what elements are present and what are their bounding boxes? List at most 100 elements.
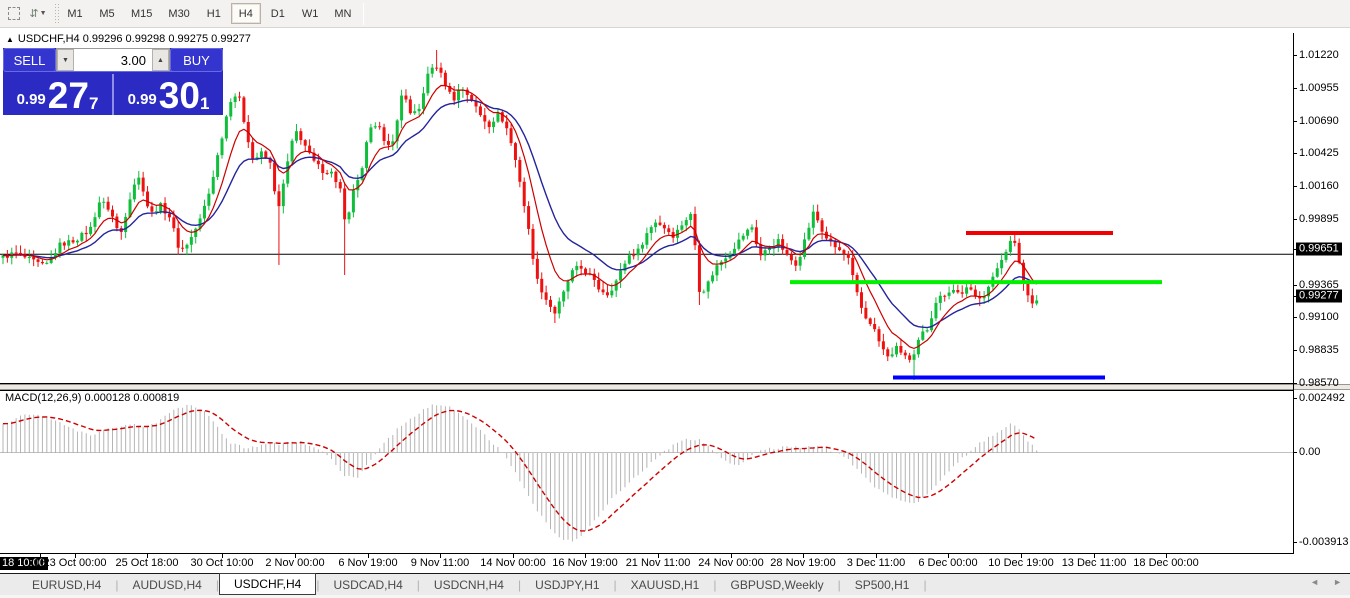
time-axis-label: 6 Dec 00:00	[918, 557, 978, 569]
price-axis-label: 0.99100	[1299, 311, 1339, 323]
timeframe-button-m30[interactable]: M30	[168, 7, 190, 20]
chart-tab-xauusd[interactable]: XAUUSD,H1	[630, 577, 700, 592]
time-axis-label: 23 Oct 00:00	[43, 557, 107, 569]
chart-tab-usdcad[interactable]: USDCAD,H4	[333, 577, 403, 592]
price-axis-tick	[1293, 350, 1297, 351]
buy-price-box[interactable]: 0.99 30 1	[127, 75, 210, 116]
time-axis-label: 21 Nov 11:00	[625, 557, 691, 569]
price-axis-label: 0.99895	[1299, 213, 1339, 225]
time-axis-label: 18	[33, 557, 47, 569]
timeframe-button-m15[interactable]: M15	[131, 7, 153, 20]
time-axis-label: 25 Oct 18:00	[115, 557, 179, 569]
chart-tab-usdchf[interactable]: USDCHF,H4	[218, 573, 317, 595]
main-price-chart[interactable]	[0, 33, 1293, 384]
price-axis-label-highlighted: 0.99651	[1296, 242, 1342, 256]
time-axis-label: 28 Nov 19:00	[770, 557, 836, 569]
time-axis-tick	[147, 554, 148, 558]
collapse-arrow-icon[interactable]: ▲	[6, 35, 14, 44]
time-axis[interactable]: 18 10:00 18 23 Oct 00:00 25 Oct 18:00 30 Oct…	[0, 554, 1350, 573]
updown-arrows-icon[interactable]: ⇵ ▼	[29, 8, 47, 20]
tab-separator: |	[613, 577, 617, 592]
tab-separator: |	[517, 577, 522, 592]
tab-separator: |	[416, 577, 420, 592]
time-axis-tick	[222, 554, 223, 558]
tab-separator: |	[923, 577, 927, 592]
macd-axis-tick	[1293, 398, 1297, 399]
trade-panel-divider	[9, 71, 217, 72]
price-axis-tick	[1293, 383, 1297, 384]
price-axis-label: 1.00690	[1299, 115, 1339, 127]
chart-window: ▲ USDCHF,H4 0.99296 0.99298 0.99275 0.992…	[0, 28, 1350, 573]
timeframe-button-mn[interactable]: MN	[334, 7, 352, 20]
volume-decrease-icon[interactable]: ▼	[57, 49, 74, 71]
toolbar-separator	[363, 2, 365, 25]
tab-scroll-right-icon[interactable]: ►	[1333, 577, 1342, 587]
chart-tab-sp500[interactable]: SP500,H1	[854, 577, 910, 592]
price-axis-label-highlighted: 0.99277	[1296, 289, 1342, 303]
time-axis-tick	[948, 554, 949, 558]
macd-axis-tick	[1293, 542, 1297, 543]
toolbar: ⇵ ▼ M1 M5 M15 M30 H1 H4 D1 W1 MN	[0, 0, 1350, 28]
timeframe-button-w1[interactable]: W1	[301, 7, 319, 20]
timeframe-button-h4[interactable]: H4	[230, 3, 261, 24]
time-axis-label: 14 Nov 00:00	[480, 557, 546, 569]
price-axis-label: 0.98570	[1299, 377, 1339, 389]
timeframe-button-m1[interactable]: M1	[67, 7, 83, 20]
time-axis-label: 30 Oct 10:00	[190, 557, 254, 569]
macd-pane-border-top	[0, 390, 1293, 391]
quote-separator	[112, 74, 114, 115]
time-axis-tick	[585, 554, 586, 558]
dropdown-caret-icon: ▼	[39, 10, 47, 17]
price-axis-label: 1.00160	[1299, 180, 1339, 192]
chart-tab-eurusd[interactable]: EURUSD,H4	[32, 577, 102, 592]
time-axis-tick	[513, 554, 514, 558]
timeframe-button-m5[interactable]: M5	[99, 7, 115, 20]
macd-axis-label: -0.003913	[1299, 536, 1349, 548]
time-axis-tick	[368, 554, 369, 558]
timeframe-button-h1[interactable]: H1	[206, 7, 221, 20]
tab-separator: |	[713, 577, 717, 592]
sell-button[interactable]: SELL	[3, 48, 56, 72]
chart-tab-gbpusd[interactable]: GBPUSD,Weekly	[730, 577, 824, 592]
time-axis-tick	[1021, 554, 1022, 558]
volume-value[interactable]: 3.00	[120, 52, 146, 68]
time-axis-label: 18 Dec 00:00	[1133, 557, 1199, 569]
price-axis-label: 1.01220	[1299, 49, 1339, 61]
volume-increase-icon[interactable]: ▲	[152, 49, 169, 71]
price-axis-tick	[1293, 285, 1297, 286]
buy-button[interactable]: BUY	[170, 48, 223, 72]
price-axis-border	[1293, 33, 1294, 573]
chart-tab-audusd[interactable]: AUDUSD,H4	[132, 577, 202, 592]
sell-price-box[interactable]: 0.99 27 7	[16, 75, 99, 116]
dotted-rect-icon[interactable]	[4, 4, 24, 24]
chart-tab-usdcnh[interactable]: USDCNH,H4	[433, 577, 504, 592]
time-axis-label: 13 Dec 11:00	[1061, 557, 1127, 569]
volume-input[interactable]: ▼ 3.00 ▲	[56, 48, 170, 72]
time-axis-tick	[440, 554, 441, 558]
time-axis-label: 6 Nov 19:00	[338, 557, 398, 569]
time-axis-tick	[1166, 554, 1167, 558]
price-axis-tick	[1293, 88, 1297, 89]
tab-separator: |	[837, 577, 841, 592]
chart-tab-usdjpy[interactable]: USDJPY,H1	[535, 577, 600, 592]
time-axis-tick	[803, 554, 804, 558]
tab-scroll-left-icon[interactable]: ◄	[1310, 577, 1320, 587]
macd-indicator-label: MACD(12,26,9) 0.000128 0.000819	[5, 392, 180, 404]
toolbar-gripper	[54, 2, 59, 25]
timeframe-buttons: M1 M5 M15 M30 H1 H4 D1 W1 MN	[59, 3, 359, 24]
time-axis-tick	[876, 554, 877, 558]
price-axis-tick	[1293, 219, 1297, 220]
tab-separator: |	[215, 577, 219, 592]
time-axis-label: 2 Nov 00:00	[265, 557, 325, 569]
timeframe-button-d1[interactable]: D1	[270, 7, 285, 20]
tab-separator: |	[316, 577, 320, 592]
price-axis-tick	[1293, 55, 1297, 56]
time-axis-label: 10 Dec 19:00	[988, 557, 1054, 569]
macd-indicator-chart[interactable]	[0, 390, 1293, 553]
pane-splitter[interactable]	[0, 384, 1350, 390]
price-axis-tick	[1293, 296, 1297, 297]
price-axis-label: 0.99365	[1299, 279, 1339, 291]
macd-axis-label: 0.002492	[1299, 392, 1345, 404]
symbol-title: ▲ USDCHF,H4 0.99296 0.99298 0.99275 0.992…	[6, 33, 251, 45]
